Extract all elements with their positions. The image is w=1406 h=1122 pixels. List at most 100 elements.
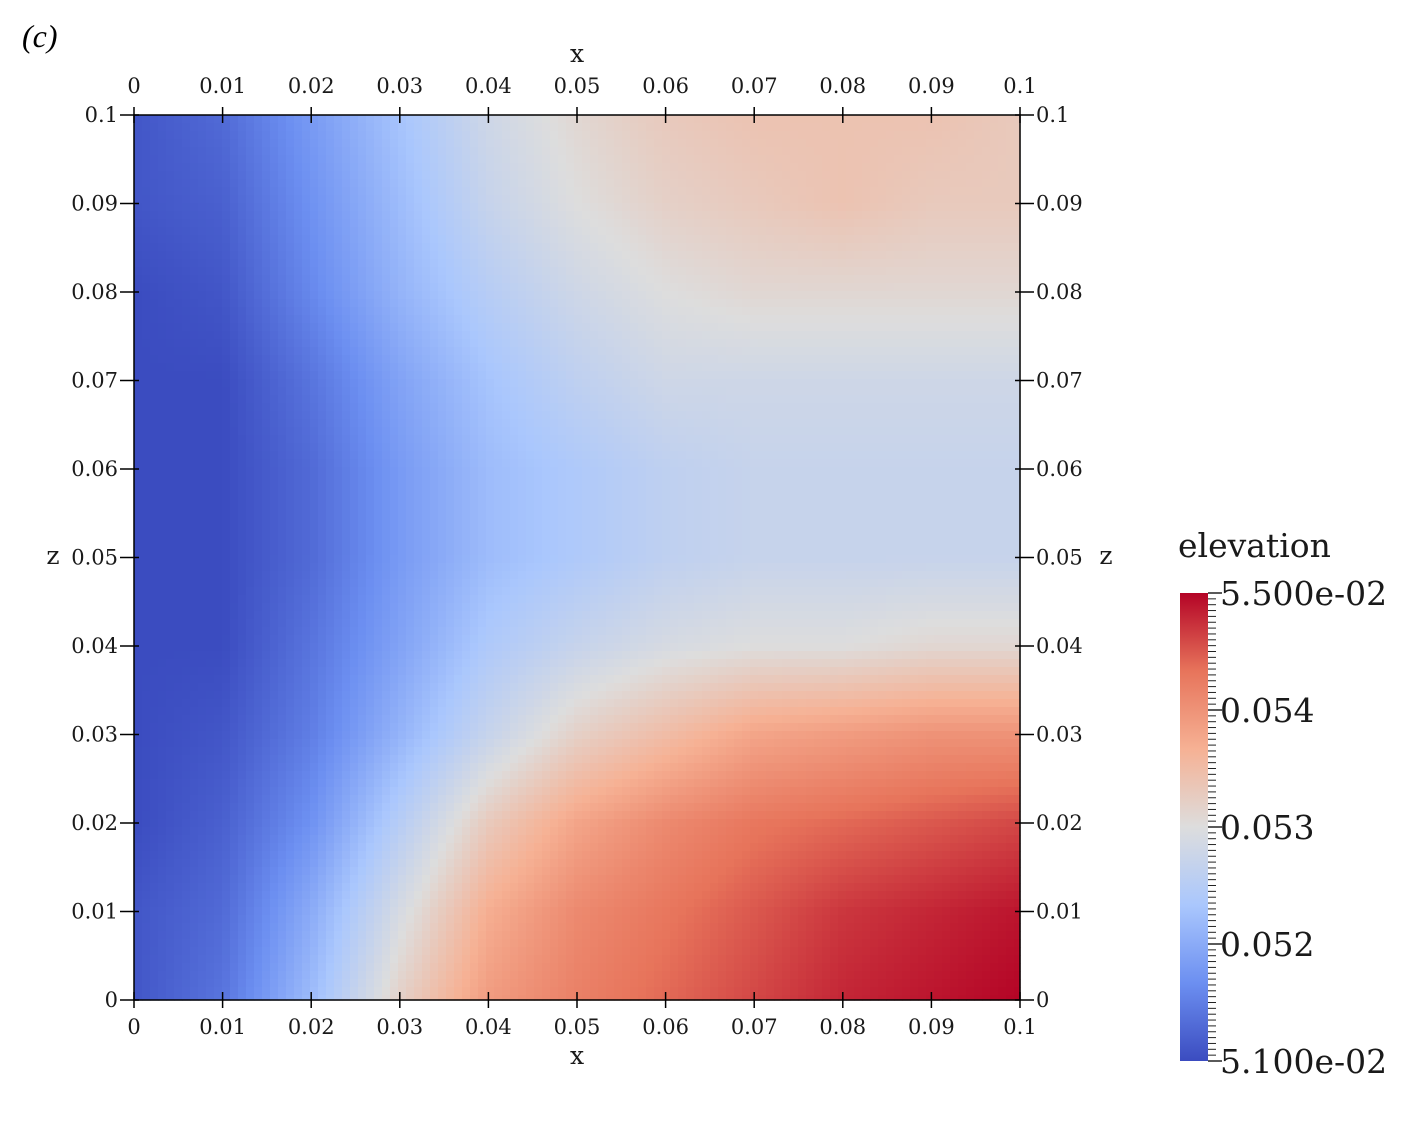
heatmap-cell	[710, 323, 719, 332]
heatmap-cell	[358, 395, 367, 404]
heatmap-cell	[134, 371, 143, 380]
heatmap-cell	[710, 371, 719, 380]
heatmap-cell	[942, 411, 951, 420]
heatmap-cell	[278, 443, 287, 452]
heatmap-cell	[894, 379, 903, 388]
heatmap-cell	[718, 419, 727, 428]
heatmap-cell	[198, 387, 207, 396]
heatmap-cell	[454, 195, 463, 204]
heatmap-cell	[678, 387, 687, 396]
heatmap-cell	[166, 443, 175, 452]
heatmap-cell	[190, 347, 199, 356]
heatmap-cell	[246, 243, 255, 252]
heatmap-cell	[614, 243, 623, 252]
heatmap-cell	[310, 275, 319, 284]
heatmap-cell	[470, 267, 479, 276]
heatmap-cell	[510, 395, 519, 404]
heatmap-cell	[718, 227, 727, 236]
heatmap-cell	[766, 139, 775, 148]
heatmap-cell	[862, 211, 871, 220]
heatmap-cell	[742, 323, 751, 332]
heatmap-cell	[542, 267, 551, 276]
heatmap-cell	[478, 251, 487, 260]
heatmap-cell	[270, 115, 279, 124]
heatmap-cell	[262, 123, 271, 132]
heatmap-cell	[478, 411, 487, 420]
heatmap-cell	[598, 187, 607, 196]
heatmap-cell	[134, 267, 143, 276]
heatmap-cell	[390, 171, 399, 180]
heatmap-cell	[214, 315, 223, 324]
heatmap-cell	[942, 291, 951, 300]
heatmap-cell	[830, 419, 839, 428]
heatmap-cell	[790, 387, 799, 396]
heatmap-cell	[958, 387, 967, 396]
heatmap-cell	[486, 155, 495, 164]
heatmap-cell	[478, 371, 487, 380]
heatmap-cell	[966, 299, 975, 308]
heatmap-cell	[350, 395, 359, 404]
heatmap-cell	[150, 267, 159, 276]
heatmap-cell	[606, 195, 615, 204]
heatmap-cell	[206, 371, 215, 380]
heatmap-cell	[814, 147, 823, 156]
heatmap-cell	[318, 195, 327, 204]
heatmap-cell	[926, 195, 935, 204]
heatmap-cell	[718, 387, 727, 396]
heatmap-cell	[470, 139, 479, 148]
heatmap-cell	[430, 259, 439, 268]
heatmap-cell	[318, 259, 327, 268]
heatmap-cell	[942, 363, 951, 372]
heatmap-cell	[766, 299, 775, 308]
heatmap-cell	[854, 315, 863, 324]
heatmap-cell	[966, 355, 975, 364]
heatmap-cell	[582, 283, 591, 292]
heatmap-cell	[382, 115, 391, 124]
heatmap-cell	[318, 363, 327, 372]
heatmap-cell	[254, 403, 263, 412]
heatmap-cell	[382, 179, 391, 188]
heatmap-cell	[974, 347, 983, 356]
heatmap-cell	[470, 219, 479, 228]
heatmap-cell	[886, 179, 895, 188]
heatmap-cell	[830, 115, 839, 124]
heatmap-cell	[382, 211, 391, 220]
heatmap-cell	[750, 419, 759, 428]
heatmap-cell	[750, 299, 759, 308]
heatmap-cell	[214, 435, 223, 444]
heatmap-cell	[494, 339, 503, 348]
heatmap-cell	[934, 291, 943, 300]
heatmap-cell	[670, 403, 679, 412]
heatmap-cell	[230, 147, 239, 156]
heatmap-cell	[374, 427, 383, 436]
heatmap-cell	[702, 411, 711, 420]
heatmap-cell	[582, 451, 591, 460]
heatmap-cell	[526, 171, 535, 180]
heatmap-cell	[502, 163, 511, 172]
heatmap-cell	[382, 227, 391, 236]
heatmap-cell	[734, 459, 743, 468]
heatmap-cell	[414, 211, 423, 220]
heatmap-cell	[814, 131, 823, 140]
heatmap-cell	[246, 115, 255, 124]
heatmap-cell	[886, 411, 895, 420]
heatmap-cell	[662, 259, 671, 268]
heatmap-cell	[246, 251, 255, 260]
heatmap-cell	[478, 443, 487, 452]
heatmap-cell	[830, 323, 839, 332]
heatmap-cell	[278, 131, 287, 140]
heatmap-cell	[710, 275, 719, 284]
heatmap-cell	[406, 323, 415, 332]
heatmap-cell	[262, 315, 271, 324]
heatmap-cell	[310, 467, 319, 476]
heatmap-cell	[814, 227, 823, 236]
heatmap-cell	[342, 355, 351, 364]
heatmap-cell	[398, 467, 407, 476]
heatmap-cell	[902, 259, 911, 268]
heatmap-cell	[198, 171, 207, 180]
heatmap-cell	[838, 187, 847, 196]
heatmap-cell	[966, 467, 975, 476]
heatmap-cell	[1006, 195, 1015, 204]
heatmap-cell	[358, 419, 367, 428]
heatmap-cell	[198, 435, 207, 444]
